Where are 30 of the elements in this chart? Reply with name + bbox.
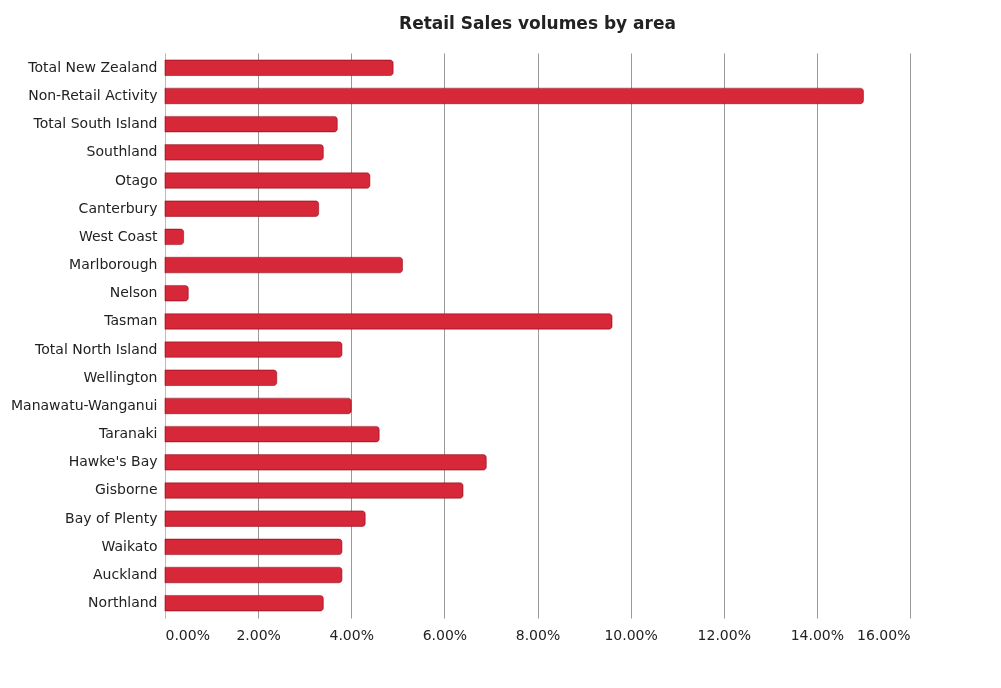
y-tick-label: Canterbury [78, 199, 158, 216]
y-tick-label: Otago [114, 171, 158, 188]
chart-title: Retail Sales volumes by area [399, 13, 676, 33]
y-tick-label: Manawatu-Wanganui [11, 396, 158, 413]
y-tick-label: Marlborough [69, 256, 158, 273]
y-tick-label: Southland [86, 143, 158, 160]
y-tick-label: Non-Retail Activity [28, 86, 158, 103]
y-tick-label: Bay of Plenty [65, 509, 158, 526]
y-tick-label: Gisborne [95, 481, 158, 498]
y-tick-label: Northland [88, 594, 158, 611]
x-tick-label: 6.00% [422, 626, 468, 643]
y-tick-label: Total South Island [32, 115, 158, 132]
y-tick-label: West Coast [78, 227, 158, 244]
x-tick-label: 10.00% [604, 626, 658, 643]
y-tick-label: Total North Island [34, 340, 158, 357]
x-tick-label: 12.00% [697, 626, 751, 643]
y-tick-label: Total New Zealand [27, 58, 158, 75]
y-tick-label: Tasman [103, 312, 158, 329]
x-tick-label: 8.00% [515, 626, 561, 643]
y-tick-label: Waikato [101, 537, 158, 554]
y-tick-label: Taranaki [97, 425, 158, 442]
y-tick-label: Nelson [109, 284, 158, 301]
x-tick-label: 14.00% [790, 626, 845, 643]
y-tick-label: Wellington [83, 368, 158, 385]
y-tick-label: Hawke's Bay [68, 453, 158, 470]
y-tick-label: Auckland [93, 566, 158, 583]
x-tick-label: 2.00% [236, 626, 281, 643]
x-tick-label: 16.00% [857, 626, 911, 643]
x-tick-label: 4.00% [329, 626, 374, 643]
x-tick-label: 0.00% [165, 626, 210, 643]
